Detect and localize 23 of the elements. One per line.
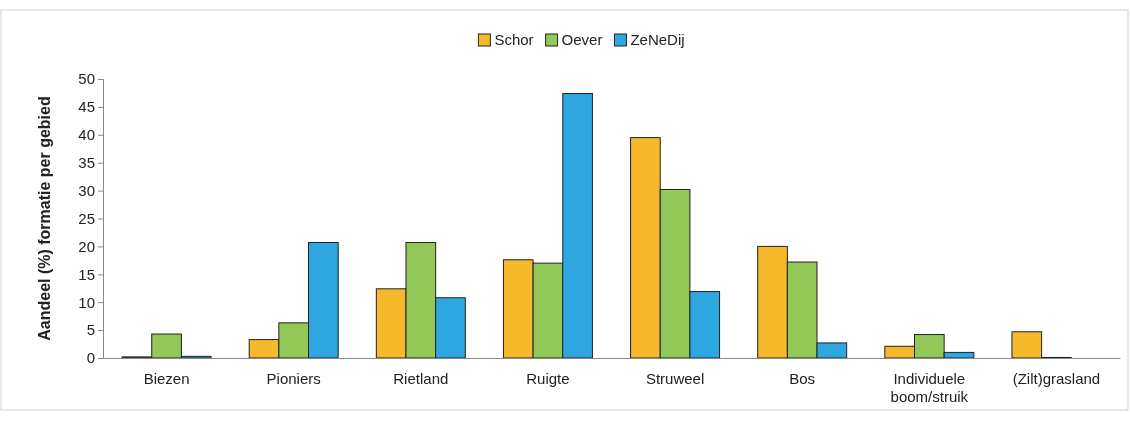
x-tick-label: Rietland [393, 370, 449, 387]
y-tick-label: 0 [86, 349, 95, 367]
x-tick-label: Bos [789, 370, 816, 387]
legend-label: Oever [561, 31, 603, 48]
x-tick-label: Biezen [143, 370, 190, 387]
x-tick-label: Struweel [645, 370, 705, 387]
legend-label: ZeNeDij [630, 31, 685, 48]
x-tick-label: (Zilt)grasland [1012, 370, 1101, 387]
y-tick-label: 20 [78, 237, 95, 255]
y-tick-label: 50 [78, 70, 95, 88]
x-tick-label: Ruigte [526, 370, 570, 387]
legend-label: Schor [494, 31, 534, 48]
y-tick-label: 40 [78, 126, 95, 144]
x-tick-label: Individuele boom/struik [890, 370, 969, 405]
y-tick-label: 25 [78, 209, 95, 227]
x-tick-label: Pioniers [266, 370, 321, 387]
y-tick-label: 10 [78, 293, 95, 311]
y-tick-label: 45 [78, 98, 95, 116]
y-tick-label: 35 [78, 154, 95, 171]
y-tick-label: 15 [78, 265, 95, 283]
y-axis-title: Aandeel (%) formatie per gebied [36, 96, 53, 341]
y-tick-label: 5 [86, 321, 95, 339]
y-tick-label: 30 [78, 181, 95, 199]
